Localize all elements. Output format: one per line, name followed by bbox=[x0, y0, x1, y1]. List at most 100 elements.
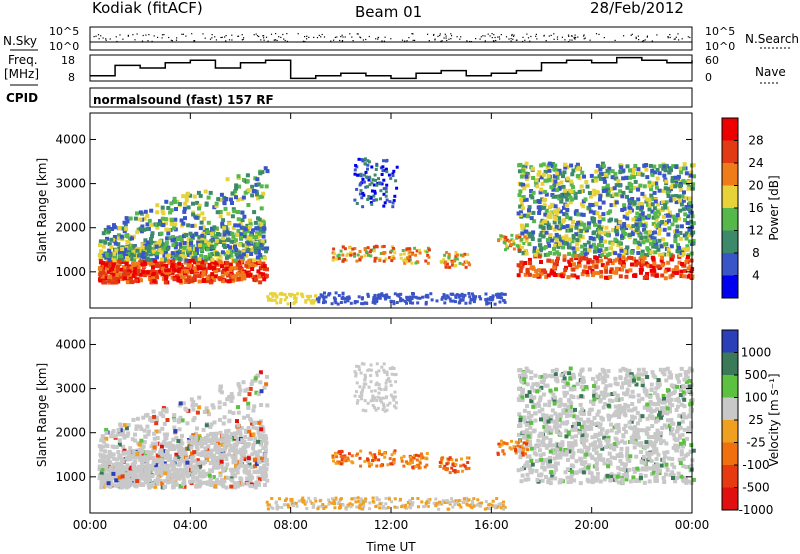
noise-point bbox=[411, 33, 413, 35]
scatter-cell bbox=[210, 454, 215, 459]
scatter-cell bbox=[129, 236, 134, 241]
scatter-cell bbox=[560, 240, 565, 245]
scatter-cell bbox=[159, 250, 164, 255]
freq-marks bbox=[90, 56, 693, 80]
noise-point bbox=[109, 38, 111, 40]
scatter-cell bbox=[592, 192, 597, 197]
scatter-cell bbox=[561, 235, 566, 240]
scatter-cell bbox=[567, 259, 572, 264]
scatter-cell bbox=[669, 257, 674, 262]
scatter-cell bbox=[168, 210, 173, 215]
scatter-cell bbox=[191, 277, 196, 281]
noise-point bbox=[428, 40, 430, 42]
scatter-cell bbox=[679, 170, 684, 175]
scatter-cell bbox=[604, 225, 609, 230]
noise-point bbox=[359, 36, 361, 38]
scatter-cell bbox=[239, 447, 244, 452]
scatter-cell bbox=[539, 175, 544, 180]
scatter-cell bbox=[343, 247, 347, 251]
noise-point bbox=[267, 40, 269, 42]
scatter-cell bbox=[636, 197, 641, 202]
noise-point bbox=[401, 39, 404, 41]
scatter-cell bbox=[634, 216, 639, 220]
nave-tick-high: 60 bbox=[705, 54, 719, 67]
noise-point bbox=[330, 40, 332, 42]
scatter-cell bbox=[116, 428, 121, 432]
scatter-cell bbox=[146, 240, 151, 245]
scatter-cell bbox=[232, 446, 237, 451]
scatter-cell bbox=[622, 203, 627, 208]
scatter-cell bbox=[262, 385, 267, 390]
scatter-cell bbox=[395, 186, 399, 190]
scatter-cell bbox=[519, 174, 524, 179]
scatter-cell bbox=[598, 248, 603, 253]
scatter-cell bbox=[273, 298, 277, 302]
scatter-cell bbox=[621, 473, 626, 478]
scatter-cell bbox=[372, 245, 376, 249]
scatter-cell bbox=[525, 270, 530, 275]
scatter-cell bbox=[579, 256, 584, 261]
scatter-cell bbox=[257, 460, 262, 464]
scatter-cell bbox=[629, 225, 634, 230]
scatter-cell bbox=[642, 386, 647, 391]
scatter-cell bbox=[663, 269, 668, 274]
scatter-cell bbox=[360, 255, 364, 259]
scatter-cell bbox=[563, 165, 568, 170]
scatter-cell bbox=[598, 194, 603, 199]
scatter-cell bbox=[192, 416, 197, 421]
scatter-cell bbox=[353, 254, 356, 258]
scatter-cell bbox=[403, 257, 407, 261]
scatter-cell bbox=[170, 238, 175, 243]
scatter-cell bbox=[666, 232, 671, 237]
scatter-cell bbox=[117, 256, 122, 261]
scatter-cell bbox=[478, 295, 482, 299]
scatter-cell bbox=[685, 257, 690, 262]
scatter-cell bbox=[569, 189, 574, 194]
scatter-cell bbox=[189, 241, 193, 246]
scatter-cell bbox=[539, 247, 544, 252]
scatter-cell bbox=[248, 436, 253, 441]
noise-point bbox=[569, 39, 571, 41]
scatter-cell bbox=[369, 201, 373, 205]
scatter-cell bbox=[673, 479, 678, 484]
scatter-cell bbox=[618, 220, 623, 225]
scatter-cell bbox=[689, 219, 694, 224]
scatter-cell bbox=[341, 259, 345, 263]
scatter-cell bbox=[553, 163, 558, 168]
scatter-cell bbox=[588, 236, 593, 240]
scatter-cell bbox=[506, 246, 510, 250]
scatter-cell bbox=[194, 436, 199, 441]
scatter-cell bbox=[124, 216, 129, 221]
scatter-cell bbox=[227, 395, 232, 399]
noise-point bbox=[163, 34, 165, 36]
scatter-cell bbox=[136, 268, 141, 273]
scatter-cell bbox=[107, 468, 112, 473]
scatter-cell bbox=[531, 176, 536, 180]
scatter-cell bbox=[252, 189, 257, 194]
scatter-cell bbox=[209, 275, 214, 279]
noise-point bbox=[573, 36, 575, 38]
scatter-cell bbox=[557, 216, 562, 221]
scatter-cell bbox=[534, 269, 539, 273]
scatter-cell bbox=[105, 266, 109, 271]
scatter-cell bbox=[195, 426, 199, 431]
scatter-cell bbox=[218, 464, 223, 469]
scatter-cell bbox=[109, 237, 114, 242]
scatter-cell bbox=[226, 475, 231, 480]
scatter-cell bbox=[462, 295, 465, 299]
scatter-cell bbox=[173, 222, 178, 227]
scatter-cell bbox=[667, 218, 672, 223]
scatter-cell bbox=[679, 202, 684, 207]
scatter-cell bbox=[229, 432, 234, 437]
scatter-cell bbox=[623, 257, 628, 262]
scatter-cell bbox=[678, 184, 683, 189]
scatter-cell bbox=[356, 173, 360, 177]
scatter-cell bbox=[588, 209, 593, 214]
noise-point bbox=[237, 35, 239, 37]
scatter-cell bbox=[381, 294, 385, 298]
scatter-cell bbox=[170, 251, 175, 256]
scatter-cell bbox=[211, 438, 216, 442]
scatter-cell bbox=[216, 268, 221, 273]
noise-point bbox=[283, 38, 285, 40]
scatter-cell bbox=[314, 294, 318, 298]
